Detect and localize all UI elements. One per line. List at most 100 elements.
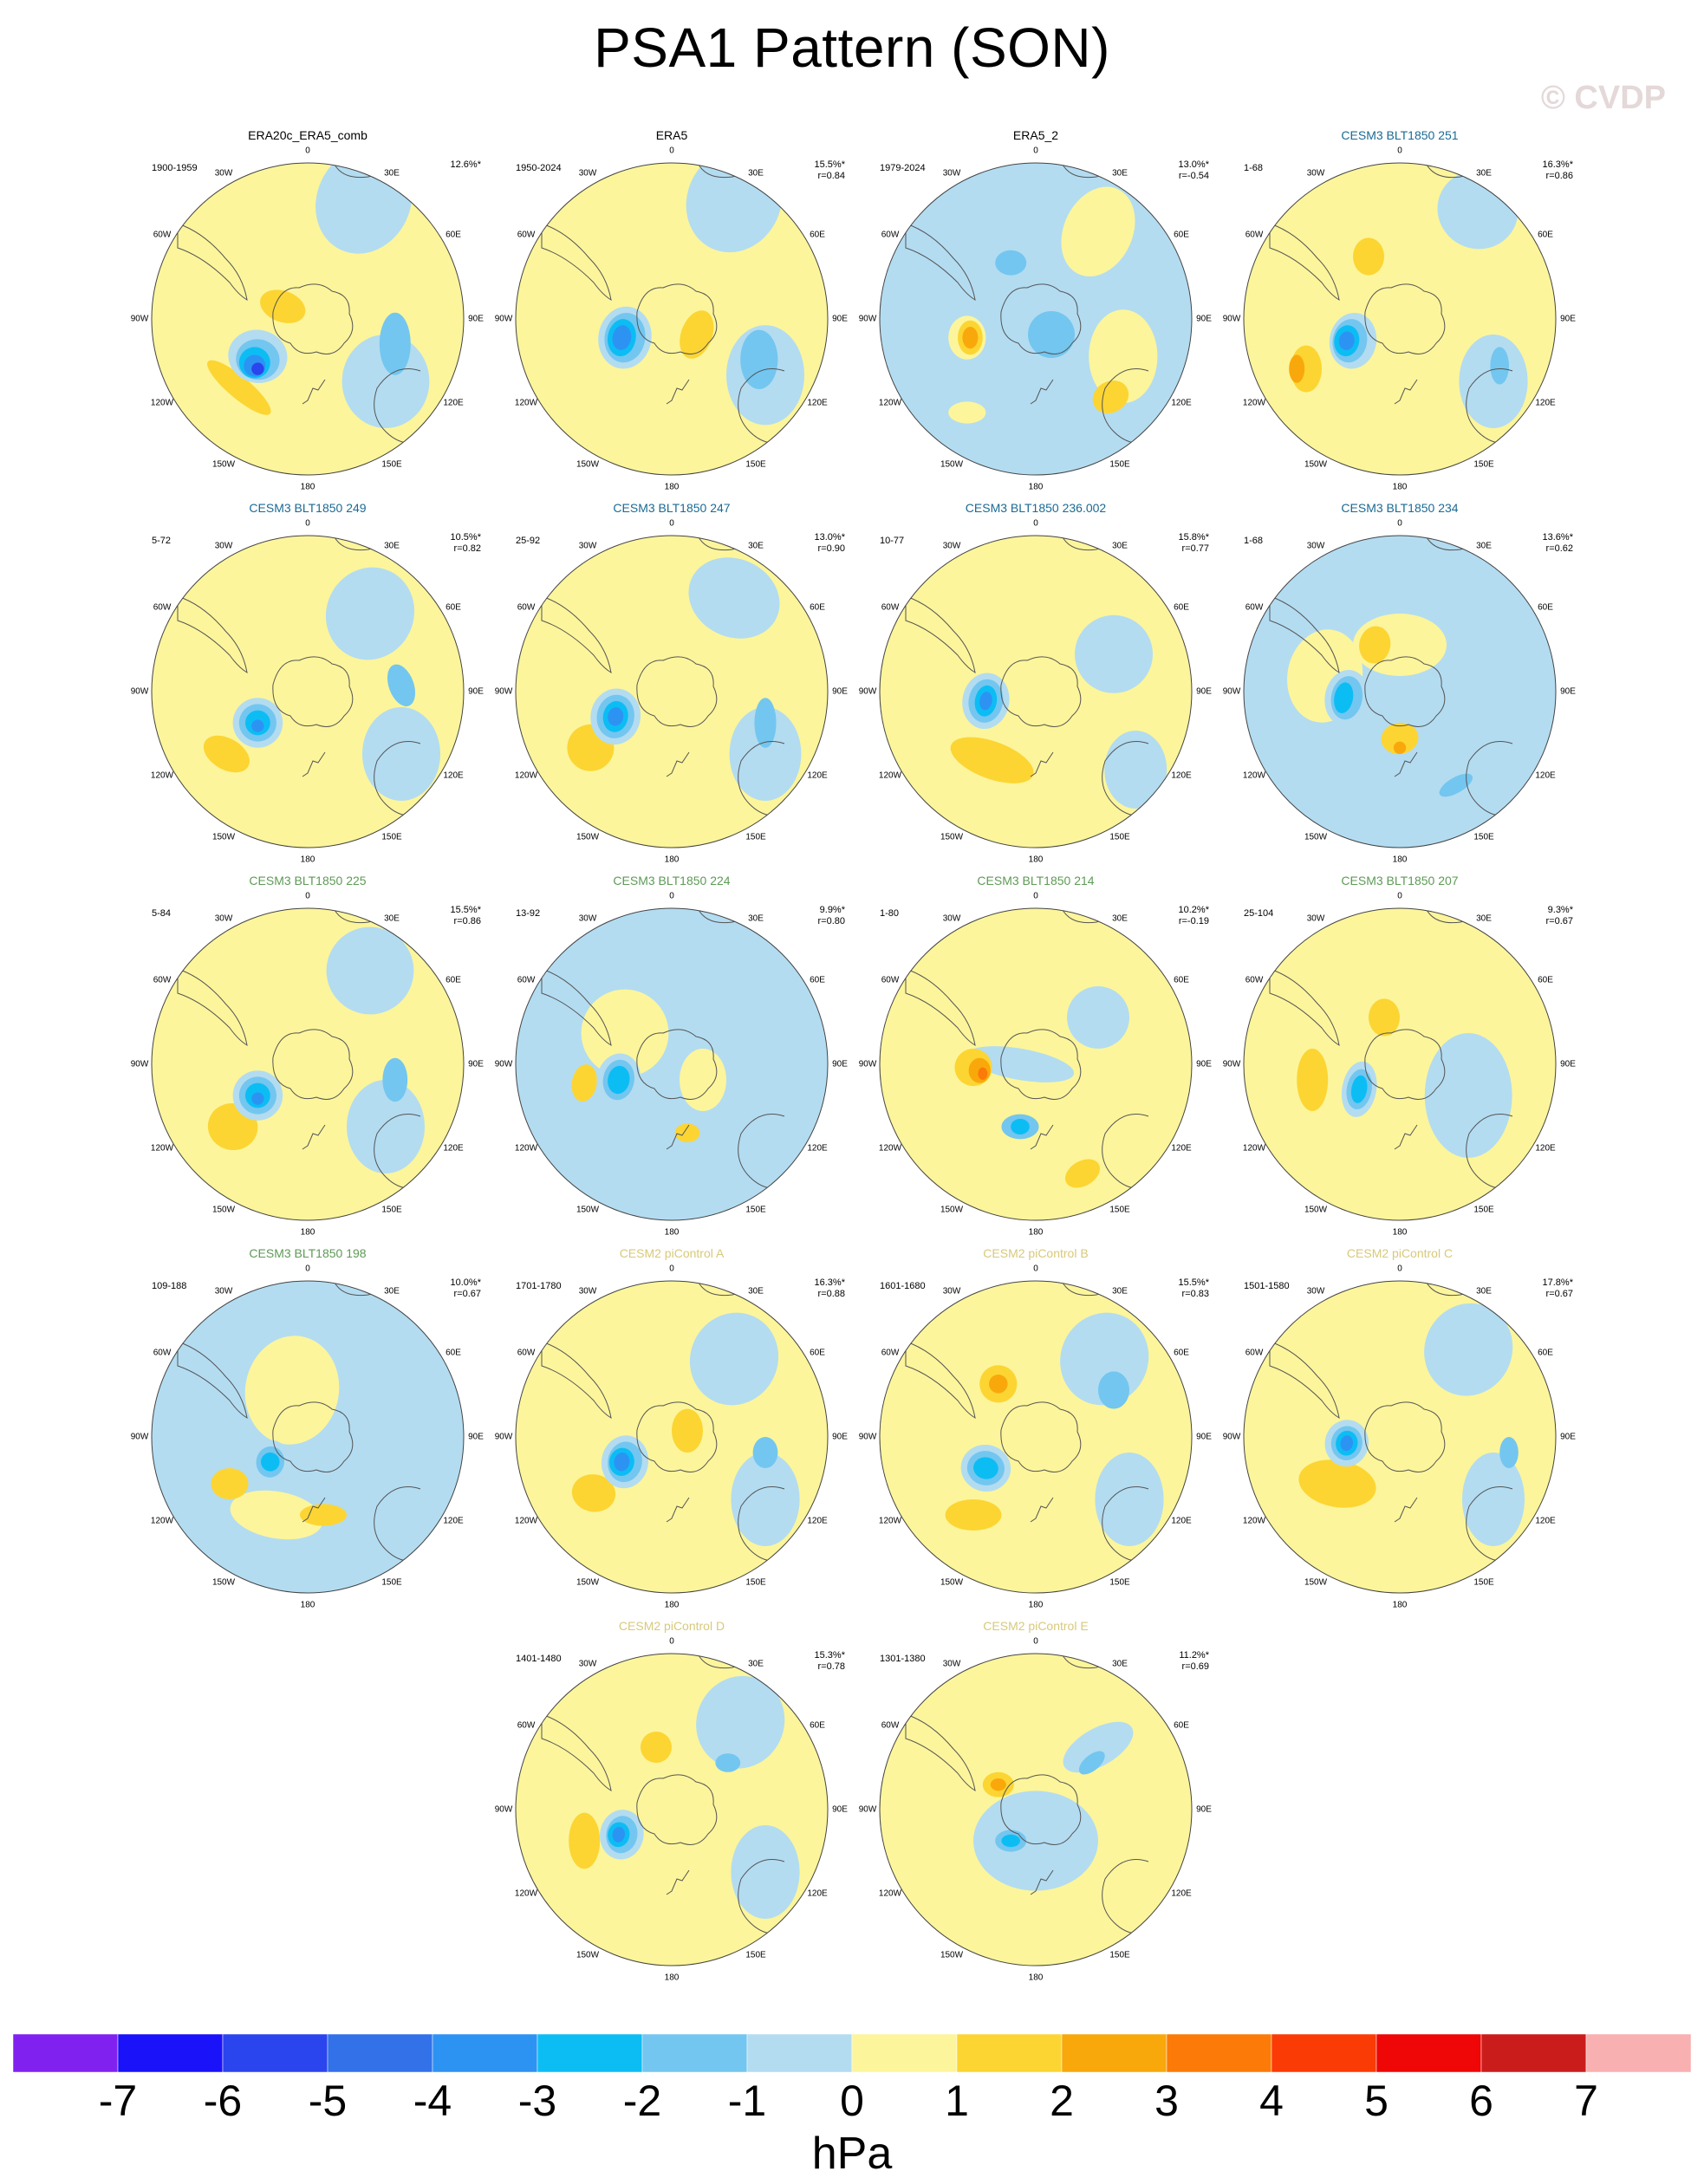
map-boundary <box>879 1653 1193 1966</box>
colorbar-tick: 2 <box>1050 2077 1074 2125</box>
new-zealand-coastline <box>666 751 690 777</box>
panel-title: CESM3 BLT1850 224 <box>613 874 731 887</box>
longitude-label: 60W <box>1245 602 1264 613</box>
longitude-label: 180 <box>1028 482 1044 492</box>
explained-variance: 10.5%* <box>450 532 481 543</box>
panel-period: 1601-1680 <box>880 1281 926 1291</box>
longitude-label: 180 <box>1028 1600 1044 1610</box>
panel-title: CESM3 BLT1850 236.002 <box>965 501 1107 515</box>
panel-period: 1301-1380 <box>880 1654 926 1664</box>
new-zealand-coastline <box>302 379 326 405</box>
pattern-correlation: r=0.69 <box>1181 1661 1210 1672</box>
panel-period: 1979-2024 <box>880 163 926 173</box>
longitude-label: 0 <box>1397 146 1402 156</box>
longitude-label: 120E <box>1535 770 1556 781</box>
panel-period: 1900-1959 <box>152 163 198 173</box>
longitude-label: 150W <box>576 1577 600 1588</box>
south-america-coastline <box>905 595 976 673</box>
longitude-label: 120W <box>514 1516 538 1526</box>
panel-title: CESM2 piControl A <box>619 1246 725 1260</box>
longitude-label: 120W <box>150 398 174 408</box>
anomaly-contour <box>1001 1834 1020 1848</box>
longitude-label: 60E <box>1538 975 1553 985</box>
panel-variance-stats: 13.0%* r=0.90 <box>815 532 845 555</box>
panel-title: ERA20c_ERA5_comb <box>248 128 367 142</box>
longitude-label: 150W <box>940 459 964 470</box>
anomaly-contour <box>260 289 306 323</box>
anomaly-contour <box>203 735 250 773</box>
longitude-label: 60W <box>517 1720 536 1731</box>
longitude-label: 90W <box>494 1059 513 1069</box>
panel-variance-stats: 10.5%* r=0.82 <box>451 532 481 555</box>
longitude-label: 0 <box>1033 1636 1038 1647</box>
panel-title: CESM2 piControl E <box>983 1619 1089 1633</box>
colorbar-tick: -6 <box>203 2077 243 2125</box>
polar-map <box>879 162 1193 476</box>
longitude-label: 90E <box>1560 1059 1576 1069</box>
longitude-label: 120W <box>878 398 902 408</box>
longitude-label: 150W <box>940 1950 964 1960</box>
pattern-correlation: r=0.82 <box>453 543 482 554</box>
longitude-label: 120E <box>1171 1143 1192 1154</box>
south-america-coastline <box>541 968 612 1046</box>
pattern-correlation: r=0.77 <box>1181 543 1210 554</box>
antarctica-coastline <box>1000 656 1082 727</box>
antarctica-coastline <box>272 1029 354 1100</box>
longitude-label: 90W <box>130 314 149 324</box>
longitude-label: 150W <box>576 1950 600 1960</box>
panel-title: CESM3 BLT1850 198 <box>249 1246 367 1260</box>
anomaly-contour <box>731 1825 800 1919</box>
longitude-label: 150E <box>381 1205 402 1215</box>
longitude-label: 90W <box>494 1432 513 1442</box>
panel-period: 1-68 <box>1244 163 1264 173</box>
anomaly-contour <box>1393 741 1407 754</box>
panel-period: 1-80 <box>880 908 900 919</box>
pattern-correlation: r=0.67 <box>453 1289 482 1299</box>
map-panel: CESM3 BLT1850 236.002 10-77 15.8%* r=0.77 0 3… <box>854 501 1218 874</box>
longitude-label: 120W <box>514 398 538 408</box>
colorbar-tick: -1 <box>727 2077 767 2125</box>
longitude-label: 30W <box>942 1659 961 1669</box>
anomaly-contour <box>207 360 271 415</box>
longitude-label: 90E <box>1560 686 1576 697</box>
anomaly-field-background <box>152 536 464 848</box>
anomaly-contour <box>1098 1371 1129 1409</box>
antarctica-coastline <box>1000 1401 1082 1472</box>
polar-map <box>151 535 465 848</box>
longitude-label: 90E <box>468 314 484 324</box>
polar-map <box>151 907 465 1221</box>
anomaly-contour <box>715 1753 741 1772</box>
explained-variance: 12.6%* <box>450 159 481 170</box>
longitude-label: 60E <box>810 1348 825 1358</box>
anomaly-contour <box>1462 1453 1525 1546</box>
colorbar-tick: 4 <box>1259 2077 1284 2125</box>
pattern-correlation: r=0.78 <box>817 1661 846 1672</box>
map-panel: CESM3 BLT1850 234 1-68 13.6%* r=0.62 0 30E 60E… <box>1218 501 1582 874</box>
anomaly-contour <box>347 1080 425 1173</box>
longitude-label: 90W <box>494 686 513 697</box>
new-zealand-coastline <box>302 1124 326 1150</box>
longitude-label: 120E <box>443 1516 464 1526</box>
longitude-label: 150W <box>211 459 236 470</box>
longitude-label: 30E <box>384 913 400 924</box>
longitude-label: 120W <box>878 1516 902 1526</box>
polar-map <box>1243 907 1557 1221</box>
panel-variance-stats: 9.3%* r=0.67 <box>1546 905 1574 927</box>
polar-map <box>879 1280 1193 1594</box>
longitude-label: 150E <box>745 832 766 842</box>
polar-map <box>515 1280 829 1594</box>
anomaly-contour <box>581 989 669 1077</box>
south-america-coastline <box>1269 1341 1340 1419</box>
longitude-label: 120W <box>1242 398 1266 408</box>
map-panel: CESM3 BLT1850 207 25-104 9.3%* r=0.67 0 30E 60… <box>1218 874 1582 1246</box>
map-panel: CESM2 piControl D 1401-1480 15.3%* r=0.78 0 3… <box>490 1619 854 1992</box>
longitude-label: 30W <box>214 913 233 924</box>
longitude-label: 60E <box>1174 1720 1189 1731</box>
panel-variance-stats: 15.5%* r=0.84 <box>815 159 845 182</box>
anomaly-contour <box>962 327 979 349</box>
longitude-label: 150E <box>745 1577 766 1588</box>
new-zealand-coastline <box>1394 1124 1418 1150</box>
explained-variance: 15.5%* <box>814 159 845 170</box>
anomaly-contour <box>382 1057 408 1102</box>
longitude-label: 150E <box>745 459 766 470</box>
